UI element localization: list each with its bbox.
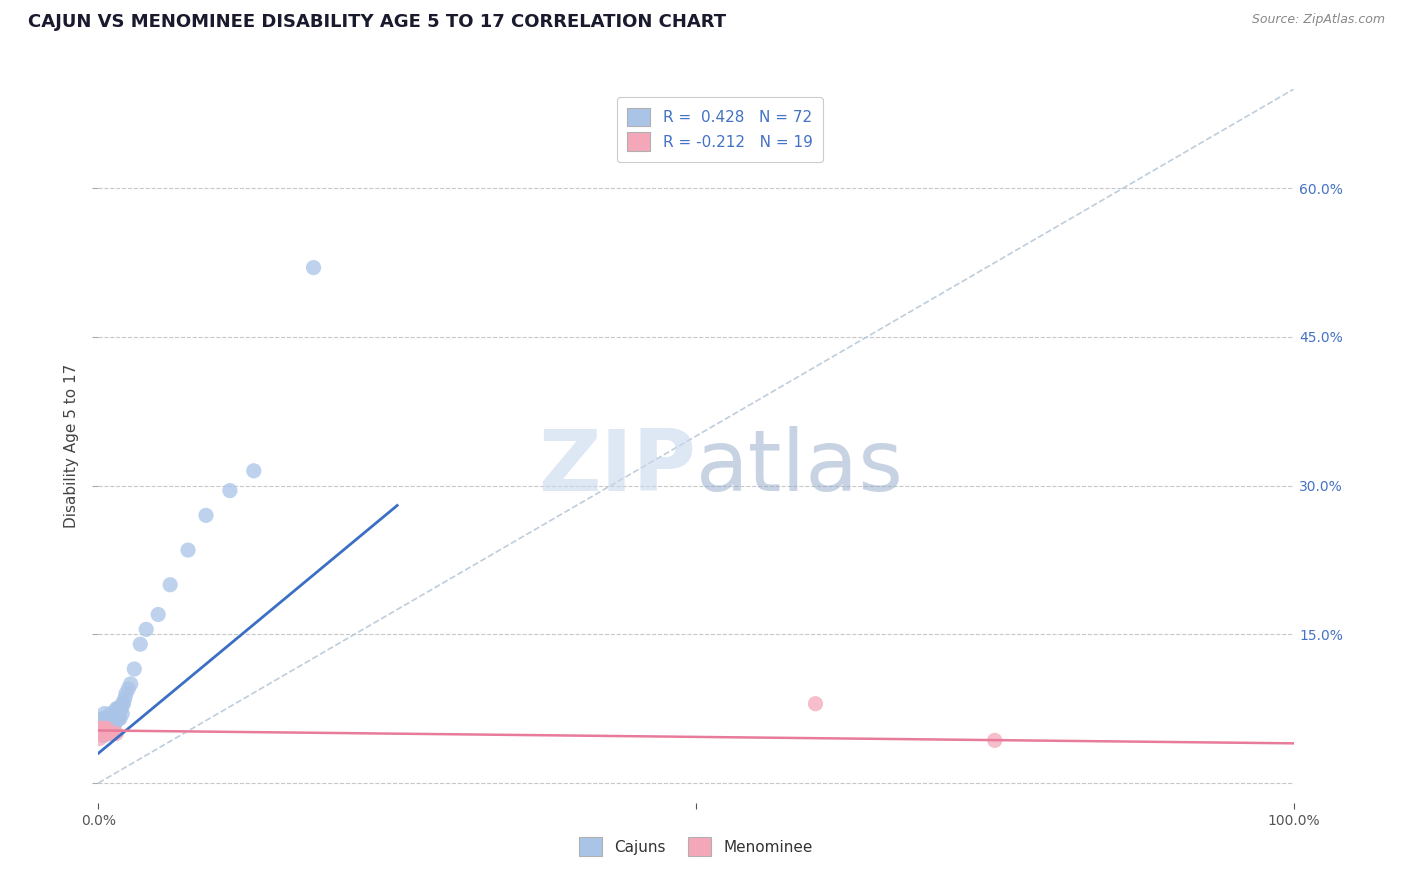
Point	[91, 726, 114, 740]
Point	[90, 726, 112, 740]
Point	[94, 716, 117, 731]
Point	[91, 722, 114, 736]
Point	[107, 701, 129, 715]
Point	[105, 712, 128, 726]
Point	[100, 716, 122, 731]
Point	[98, 712, 121, 726]
Point	[93, 712, 115, 726]
Point	[159, 578, 181, 592]
Point	[94, 726, 117, 740]
Point	[98, 706, 122, 721]
Point	[101, 726, 124, 740]
Point	[96, 716, 118, 731]
Point	[103, 716, 125, 731]
Point	[302, 260, 325, 275]
Point	[96, 722, 118, 736]
Point	[96, 726, 118, 740]
Point	[93, 722, 115, 736]
Point	[104, 716, 127, 731]
Point	[129, 637, 152, 651]
Point	[177, 543, 200, 558]
Point	[98, 716, 122, 731]
Point	[93, 726, 115, 740]
Point	[91, 722, 114, 736]
Point	[110, 701, 132, 715]
Point	[98, 722, 121, 736]
Text: CAJUN VS MENOMINEE DISABILITY AGE 5 TO 17 CORRELATION CHART: CAJUN VS MENOMINEE DISABILITY AGE 5 TO 1…	[28, 13, 727, 31]
Point	[111, 697, 134, 711]
Point	[148, 607, 170, 622]
Point	[194, 508, 218, 523]
Point	[101, 716, 124, 731]
Point	[91, 726, 114, 740]
Point	[89, 731, 111, 746]
Point	[104, 712, 127, 726]
Point	[89, 726, 111, 740]
Point	[96, 712, 118, 726]
Point	[98, 716, 121, 731]
Text: Source: ZipAtlas.com: Source: ZipAtlas.com	[1251, 13, 1385, 27]
Point	[94, 722, 117, 736]
Point	[107, 712, 129, 726]
Point	[103, 712, 125, 726]
Point	[97, 722, 120, 736]
Point	[91, 716, 114, 731]
Point	[97, 726, 120, 740]
Point	[90, 722, 112, 736]
Point	[112, 697, 135, 711]
Point	[101, 722, 124, 736]
Point	[93, 706, 115, 721]
Point	[98, 712, 122, 726]
Point	[91, 722, 114, 736]
Point	[91, 728, 114, 742]
Point	[91, 716, 114, 731]
Point	[135, 623, 157, 637]
Point	[108, 712, 131, 726]
Point	[91, 722, 114, 736]
Point	[111, 706, 134, 721]
Point	[93, 716, 115, 731]
Point	[89, 722, 111, 736]
Legend: Cajuns, Menominee: Cajuns, Menominee	[568, 827, 824, 866]
Y-axis label: Disability Age 5 to 17: Disability Age 5 to 17	[65, 364, 79, 528]
Point	[108, 701, 131, 715]
Point	[91, 712, 114, 726]
Point	[98, 726, 122, 740]
Text: atlas: atlas	[696, 425, 904, 509]
Point	[91, 726, 114, 740]
Point	[89, 716, 111, 731]
Point	[117, 681, 139, 696]
Point	[120, 677, 142, 691]
Point	[105, 726, 128, 740]
Point	[984, 733, 1007, 747]
Point	[804, 697, 827, 711]
Point	[89, 722, 111, 736]
Point	[100, 712, 122, 726]
Point	[93, 726, 115, 740]
Point	[114, 691, 136, 706]
Point	[124, 662, 146, 676]
Point	[90, 722, 112, 736]
Point	[243, 464, 266, 478]
Point	[219, 483, 242, 498]
Point	[98, 722, 122, 736]
Point	[90, 726, 112, 740]
Point	[115, 687, 138, 701]
Point	[107, 712, 129, 726]
Point	[101, 712, 124, 726]
Point	[97, 712, 120, 726]
Point	[91, 726, 114, 740]
Point	[93, 722, 115, 736]
Point	[97, 716, 120, 731]
Point	[107, 701, 129, 715]
Point	[91, 722, 114, 736]
Point	[93, 728, 115, 742]
Point	[105, 701, 128, 715]
Point	[94, 712, 117, 726]
Text: ZIP: ZIP	[538, 425, 696, 509]
Point	[90, 722, 112, 736]
Point	[96, 722, 118, 736]
